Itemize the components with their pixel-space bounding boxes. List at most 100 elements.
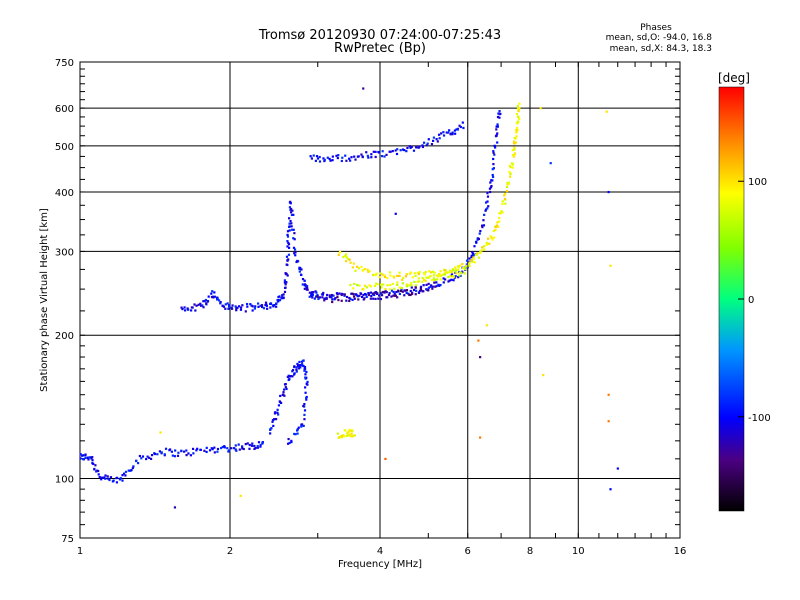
echo-point xyxy=(216,450,219,453)
echo-point xyxy=(97,473,100,476)
echo-point xyxy=(389,150,392,153)
y-axis-label: Stationary phase Virtual Height [km] xyxy=(39,208,50,392)
echo-point xyxy=(481,225,484,229)
echo-point xyxy=(515,135,518,138)
echo-point xyxy=(357,298,360,301)
echo-point xyxy=(457,276,460,279)
echo-point xyxy=(301,283,304,286)
echo-point xyxy=(292,213,295,216)
echo-point xyxy=(298,270,301,273)
echo-point xyxy=(292,246,296,249)
echo-point xyxy=(381,150,384,153)
echo-point xyxy=(231,304,234,307)
echo-point xyxy=(458,264,462,267)
echo-point xyxy=(366,268,369,271)
echo-point xyxy=(336,432,339,435)
echo-point xyxy=(265,303,268,306)
echo-point xyxy=(454,268,458,271)
echo-point xyxy=(107,477,110,480)
echo-point xyxy=(343,293,346,296)
echo-point xyxy=(224,303,227,306)
echo-point xyxy=(405,289,409,292)
echo-point xyxy=(286,245,289,248)
echo-point xyxy=(412,149,416,152)
echo-point xyxy=(287,241,290,245)
echo-point xyxy=(288,222,291,225)
echo-point xyxy=(330,293,334,297)
echo-point xyxy=(305,370,308,374)
echo-point xyxy=(331,298,334,301)
echo-point xyxy=(291,368,295,372)
echo-point xyxy=(461,262,464,266)
echo-point xyxy=(288,229,291,232)
echo-point xyxy=(479,251,482,255)
echo-point xyxy=(109,476,113,479)
echo-point xyxy=(483,213,486,216)
echo-point xyxy=(463,272,466,275)
echo-point xyxy=(287,437,290,441)
echo-point xyxy=(244,310,247,313)
echo-point xyxy=(490,184,493,188)
echo-point xyxy=(223,446,226,449)
x-tick-label: 1 xyxy=(77,546,83,557)
echo-point xyxy=(115,481,119,484)
echo-point xyxy=(277,300,280,303)
echo-point xyxy=(394,212,397,215)
echo-point xyxy=(423,141,426,144)
echo-point xyxy=(436,140,439,143)
echo-point xyxy=(403,294,406,297)
echo-point xyxy=(372,273,375,276)
echo-point xyxy=(106,475,109,478)
echo-point xyxy=(471,252,475,255)
echo-point xyxy=(193,303,196,306)
echo-point xyxy=(452,269,455,272)
echo-point xyxy=(450,273,454,276)
echo-point xyxy=(398,286,401,289)
echo-point xyxy=(275,417,278,421)
echo-point xyxy=(454,132,457,135)
echo-point xyxy=(286,240,289,243)
echo-point xyxy=(452,279,455,282)
echo-point xyxy=(438,137,441,140)
echo-point xyxy=(316,157,320,160)
echo-point xyxy=(197,303,200,306)
echo-point xyxy=(148,456,151,459)
echo-point xyxy=(293,232,296,235)
echo-point xyxy=(495,128,498,131)
echo-point xyxy=(375,272,378,275)
x-tick-label: 4 xyxy=(377,546,383,557)
echo-point xyxy=(208,449,212,452)
echo-point xyxy=(391,149,394,153)
echo-point xyxy=(254,446,257,450)
echo-point xyxy=(304,376,307,379)
echo-point xyxy=(373,293,376,297)
y-tick-label: 500 xyxy=(55,142,74,153)
echo-point xyxy=(241,445,244,448)
echo-point xyxy=(289,202,292,205)
colorbar-tick-label: -100 xyxy=(748,413,771,424)
echo-point xyxy=(233,447,236,450)
echo-point xyxy=(259,445,262,448)
echo-point xyxy=(517,109,520,113)
echo-point xyxy=(293,365,296,368)
echo-point xyxy=(336,156,339,160)
grid-lines xyxy=(80,62,680,538)
echo-point xyxy=(348,434,352,437)
echo-point xyxy=(398,274,401,278)
echo-point xyxy=(260,304,264,307)
echo-point xyxy=(234,444,237,447)
echo-point xyxy=(277,413,280,416)
echo-point xyxy=(367,293,371,297)
echo-point xyxy=(391,282,394,286)
echo-point xyxy=(403,149,406,152)
echo-point xyxy=(483,245,486,248)
echo-point xyxy=(417,277,420,280)
echo-point xyxy=(539,107,542,110)
echo-point xyxy=(257,305,260,308)
echo-point xyxy=(168,448,172,451)
echo-point xyxy=(492,167,495,170)
echo-point xyxy=(219,302,222,305)
echo-point xyxy=(91,459,94,462)
echo-point xyxy=(370,294,373,298)
echo-point xyxy=(400,286,404,290)
